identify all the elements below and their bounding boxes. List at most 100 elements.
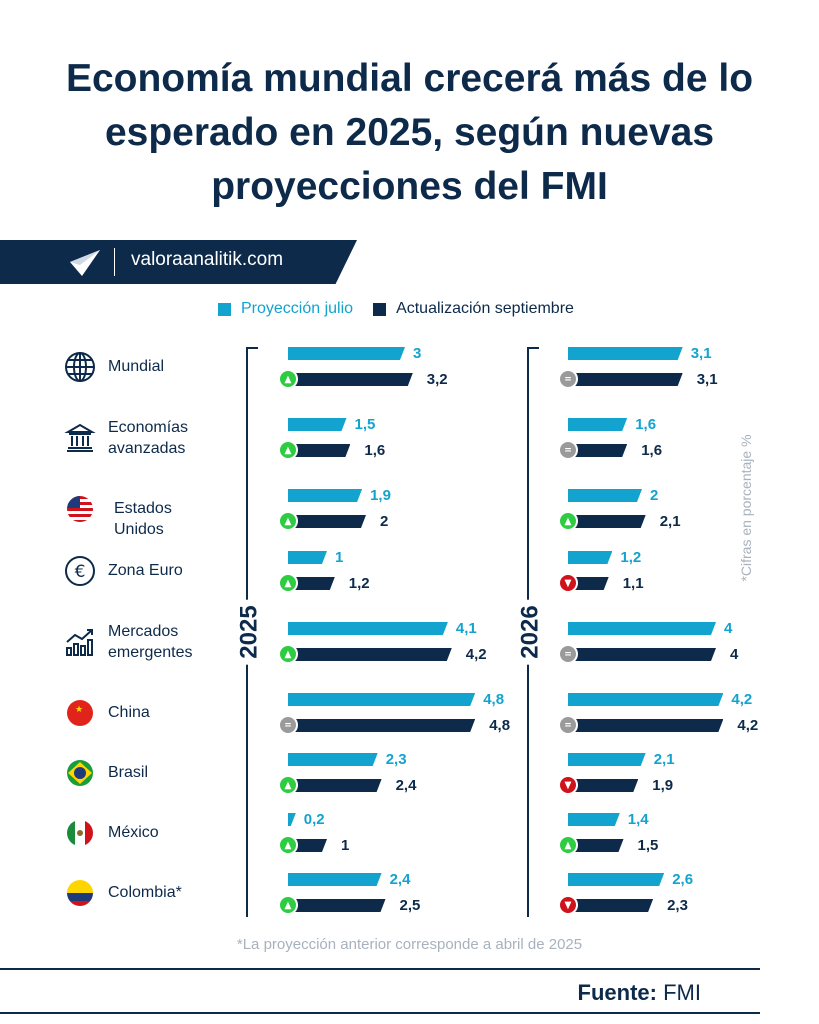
bar-septiembre-y2026 <box>572 839 624 852</box>
value-julio-y2026: 4,2 <box>731 691 753 708</box>
value-septiembre-y2025: 1,2 <box>348 575 370 592</box>
footnote: *La proyección anterior corresponde a ab… <box>236 936 583 953</box>
trend-up-icon: ▲ <box>278 511 298 531</box>
row-label: Colombia* <box>108 884 182 901</box>
bank-icon <box>64 422 96 454</box>
bar-julio-y2025 <box>288 489 362 502</box>
bar-julio-y2025 <box>288 347 405 360</box>
euro-icon: € <box>64 555 96 587</box>
bar-septiembre-y2025 <box>292 373 413 386</box>
value-julio-y2025: 2,3 <box>385 751 407 768</box>
value-septiembre-y2025: 3,2 <box>426 371 448 388</box>
bar-septiembre-y2026 <box>572 515 646 528</box>
value-julio-y2025: 2,4 <box>389 871 411 888</box>
brand-url: valoraanalitik.com <box>131 249 284 270</box>
trend-up-icon: ▲ <box>278 440 298 460</box>
source-value: FMI <box>663 980 701 1005</box>
bar-septiembre-y2026 <box>572 444 627 457</box>
bar-julio-y2026 <box>568 753 646 766</box>
bar-julio-y2026 <box>568 693 723 706</box>
bar-septiembre-y2026 <box>572 577 609 590</box>
value-septiembre-y2025: 1,6 <box>364 442 386 459</box>
value-julio-y2026: 2,6 <box>672 871 694 888</box>
page-title: Economía mundial crecerá más de lo esper… <box>65 57 754 208</box>
value-julio-y2025: 1 <box>335 549 344 566</box>
trend-equal-icon: = <box>558 644 578 664</box>
value-septiembre-y2026: 2,1 <box>659 513 681 530</box>
trend-equal-icon: = <box>278 715 298 735</box>
trend-up-icon: ▲ <box>278 775 298 795</box>
bar-julio-y2026 <box>568 622 716 635</box>
footer-frame <box>0 968 760 1014</box>
value-julio-y2025: 1,5 <box>354 416 376 433</box>
bar-septiembre-y2025 <box>292 839 327 852</box>
bar-julio-y2025 <box>288 873 382 886</box>
paper-plane-logo-icon <box>70 250 100 276</box>
value-julio-y2026: 4 <box>724 620 733 637</box>
row-label: Economías avanzadas <box>108 419 189 457</box>
trend-down-icon: ▼ <box>558 775 578 795</box>
year-label-2026: 2026 <box>516 599 545 665</box>
row-label: México <box>108 824 159 841</box>
trend-up-icon: ▲ <box>558 511 578 531</box>
legend-label-septiembre: Actualización septiembre <box>396 300 574 317</box>
value-septiembre-y2025: 1 <box>341 837 350 854</box>
row-label: Brasil <box>108 764 149 781</box>
value-julio-y2026: 1,4 <box>627 811 649 828</box>
bar-julio-y2026 <box>568 873 664 886</box>
value-julio-y2026: 2 <box>650 487 659 504</box>
value-julio-y2026: 2,1 <box>653 751 675 768</box>
colombia-flag-icon <box>64 877 96 909</box>
brazil-flag-icon <box>64 757 96 789</box>
bar-julio-y2025 <box>288 418 347 431</box>
brand-banner: valoraanalitik.com <box>0 240 357 284</box>
brand-divider <box>114 248 115 276</box>
value-julio-y2025: 0,2 <box>303 811 325 828</box>
value-septiembre-y2025: 2 <box>380 513 389 530</box>
value-julio-y2025: 4,1 <box>455 620 477 637</box>
trend-up-icon: ▲ <box>278 369 298 389</box>
value-julio-y2026: 1,6 <box>635 416 657 433</box>
bar-julio-y2025 <box>288 622 448 635</box>
growth-chart-icon <box>64 626 96 658</box>
bar-septiembre-y2026 <box>572 779 638 792</box>
value-septiembre-y2025: 2,4 <box>395 777 417 794</box>
trend-equal-icon: = <box>558 369 578 389</box>
bar-julio-y2025 <box>288 753 378 766</box>
value-julio-y2025: 3 <box>413 345 422 362</box>
trend-up-icon: ▲ <box>558 835 578 855</box>
svg-text:€: € <box>75 562 86 582</box>
value-septiembre-y2026: 4 <box>730 646 739 663</box>
bar-julio-y2026 <box>568 347 683 360</box>
source: Fuente: FMI <box>578 980 701 1006</box>
legend-swatch-septiembre <box>373 302 387 316</box>
value-septiembre-y2026: 1,5 <box>637 837 659 854</box>
bar-julio-y2025 <box>288 693 475 706</box>
value-septiembre-y2026: 1,6 <box>641 442 663 459</box>
row-label: Mercados emergentes <box>108 623 193 661</box>
trend-up-icon: ▲ <box>278 644 298 664</box>
svg-text:★: ★ <box>75 705 83 715</box>
value-julio-y2025: 1,9 <box>370 487 391 504</box>
bar-septiembre-y2025 <box>292 577 335 590</box>
value-septiembre-y2026: 3,1 <box>696 371 718 388</box>
trend-down-icon: ▼ <box>558 895 578 915</box>
bar-julio-y2026 <box>568 551 612 564</box>
bar-julio-y2026 <box>568 813 620 826</box>
bar-septiembre-y2025 <box>292 515 366 528</box>
row-label: Mundial <box>108 358 165 375</box>
bar-septiembre-y2025 <box>292 444 350 457</box>
trend-equal-icon: = <box>558 440 578 460</box>
bar-septiembre-y2026 <box>572 648 716 661</box>
bar-julio-y2025 <box>288 813 296 826</box>
bar-septiembre-y2026 <box>572 899 653 912</box>
trend-down-icon: ▼ <box>558 573 578 593</box>
bar-septiembre-y2025 <box>292 779 382 792</box>
bar-septiembre-y2025 <box>292 719 475 732</box>
us-flag-icon <box>64 493 96 525</box>
legend-swatch-julio <box>218 302 231 316</box>
year-label-2025: 2025 <box>235 599 264 665</box>
value-julio-y2025: 4,8 <box>483 691 505 708</box>
chart-legend: Proyección julio Actualización septiembr… <box>218 300 594 318</box>
china-flag-icon: ★ <box>64 697 96 729</box>
